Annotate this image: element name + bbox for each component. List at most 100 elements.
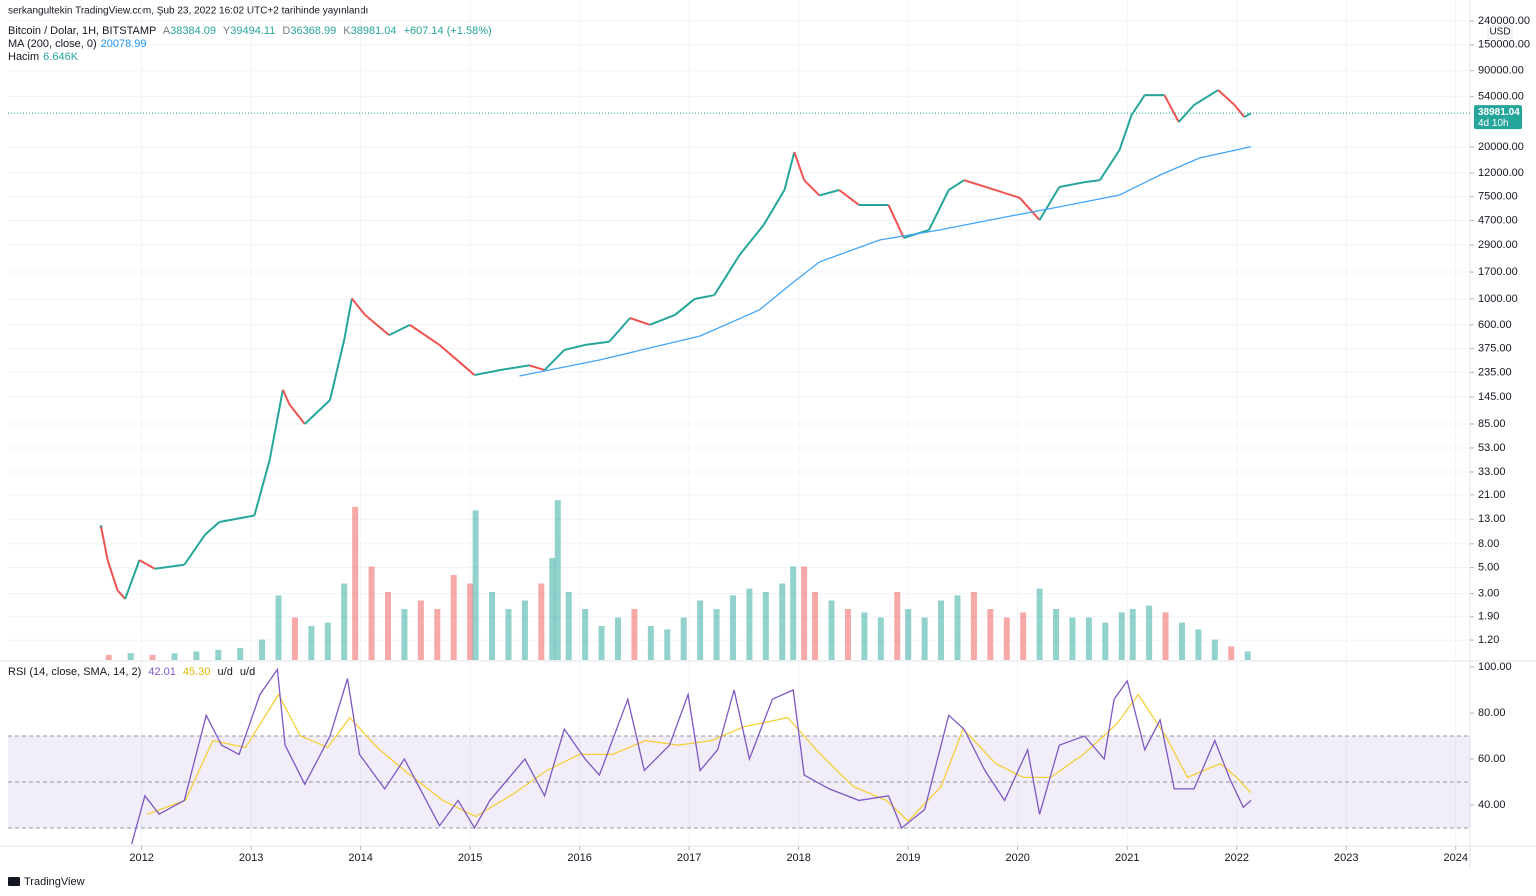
volume-bar (1036, 588, 1043, 660)
price-segment (1099, 149, 1121, 181)
y-tick-label: 3.00 (1478, 587, 1499, 599)
y-tick-label: 600.00 (1478, 319, 1512, 331)
volume-bar (631, 609, 638, 660)
volume-bar (647, 626, 654, 660)
ohlc-label: D (282, 25, 291, 37)
volume-bar (746, 588, 753, 660)
volume-bar (1178, 622, 1185, 660)
price-legend: Bitcoin / Dolar, 1H, BITSTAMP A38384.09 … (8, 25, 496, 37)
price-segment (738, 224, 765, 256)
volume-bar (1211, 639, 1218, 660)
price-segment (674, 298, 696, 316)
volume-bar (401, 609, 408, 660)
volume-bar (680, 617, 687, 660)
countdown-label: 4d 10h (1478, 118, 1509, 129)
volume-bar (954, 595, 961, 660)
volume-bar (877, 617, 884, 660)
x-tick-label: 2013 (239, 852, 263, 864)
footer-logo: TradingView (24, 876, 85, 888)
y-tick-label: 60.00 (1478, 753, 1506, 765)
price-segment (1118, 114, 1133, 151)
y-tick-label: 7500.00 (1478, 191, 1518, 203)
volume-bar (801, 566, 808, 660)
price-segment (343, 298, 353, 341)
y-tick-label: 375.00 (1478, 343, 1512, 355)
volume-bar (472, 510, 479, 660)
price-segment (268, 389, 284, 460)
price-segment (543, 349, 566, 371)
rsi-line (131, 667, 1252, 845)
price-segment (116, 589, 126, 600)
volume-bar (1003, 617, 1010, 660)
price-segment (364, 314, 390, 336)
price-segment (762, 189, 786, 226)
price-segment (154, 563, 185, 570)
volume-bar (489, 592, 496, 660)
volume-bar (385, 592, 392, 660)
y-tick-label: 1.90 (1478, 611, 1499, 623)
price-segment (1177, 104, 1195, 123)
price-segment (438, 344, 476, 376)
y-tick-label: 145.00 (1478, 391, 1512, 403)
y-tick-label: 5.00 (1478, 562, 1499, 574)
y-tick-label: 8.00 (1478, 538, 1499, 550)
change: +607.14 (+1.58%) (403, 25, 492, 37)
volume-bar (352, 507, 359, 660)
ohlc-value: 38384.09 (170, 25, 217, 37)
price-segment (1217, 89, 1236, 106)
volume-bar (450, 575, 457, 660)
ohlc-value: 39494.11 (230, 25, 276, 37)
volume-bar (1020, 612, 1027, 660)
volume-bar (417, 600, 424, 660)
volume-bar (844, 609, 851, 660)
x-tick-label: 2021 (1115, 852, 1139, 864)
rsi-legend: RSI (14, close, SMA, 14, 2) 42.01 45.30 … (8, 666, 259, 678)
x-tick-label: 2023 (1334, 852, 1358, 864)
volume-bar (1195, 629, 1202, 660)
volume-bar (149, 654, 156, 660)
price-segment (819, 189, 840, 197)
volume-bar (259, 639, 266, 660)
price-segment (183, 534, 206, 566)
price-segment (629, 317, 651, 326)
volume-bar (905, 609, 912, 660)
legend-name: MA (200, close, 0) (8, 38, 97, 50)
legend-extra: u/d (217, 666, 233, 678)
volume-bar (729, 595, 736, 660)
volume-bar (713, 609, 720, 660)
price-segment (474, 369, 500, 377)
volume-bar (505, 609, 512, 660)
volume-bar (193, 651, 200, 660)
price-segment (1084, 179, 1100, 184)
y-tick-label: 1.20 (1478, 634, 1499, 646)
y-tick-label: 33.00 (1478, 466, 1506, 478)
volume-bar (1053, 609, 1060, 660)
price-segment (988, 187, 1021, 199)
volume-bar (1102, 622, 1109, 660)
volume-bar (790, 566, 797, 660)
price-segment (1059, 181, 1085, 188)
price-segment (106, 559, 119, 591)
x-tick-label: 2018 (786, 852, 810, 864)
y-tick-label: 240000.00 (1478, 15, 1530, 27)
ma-legend: MA (200, close, 0) 20078.99 (8, 38, 151, 50)
volume-bar (598, 626, 605, 660)
volume-bar (291, 617, 298, 660)
price-segment (1038, 186, 1061, 221)
price-segment (1233, 104, 1246, 118)
y-tick-label: 21.00 (1478, 489, 1506, 501)
y-tick-label: 4700.00 (1478, 214, 1518, 226)
volume-bar (467, 583, 474, 660)
logo-mark (8, 877, 20, 886)
price-segment (409, 324, 441, 346)
volume-bar (308, 626, 315, 660)
legend-name: RSI (14, close, SMA, 14, 2) (8, 666, 142, 678)
price-segment (713, 254, 741, 296)
price-segment (328, 339, 346, 401)
x-tick-label: 2016 (567, 852, 591, 864)
y-tick-label: 54000.00 (1478, 91, 1524, 103)
rsi-sma-line (146, 693, 1252, 823)
legend-extra: u/d (239, 666, 256, 678)
price-segment (1019, 197, 1041, 221)
